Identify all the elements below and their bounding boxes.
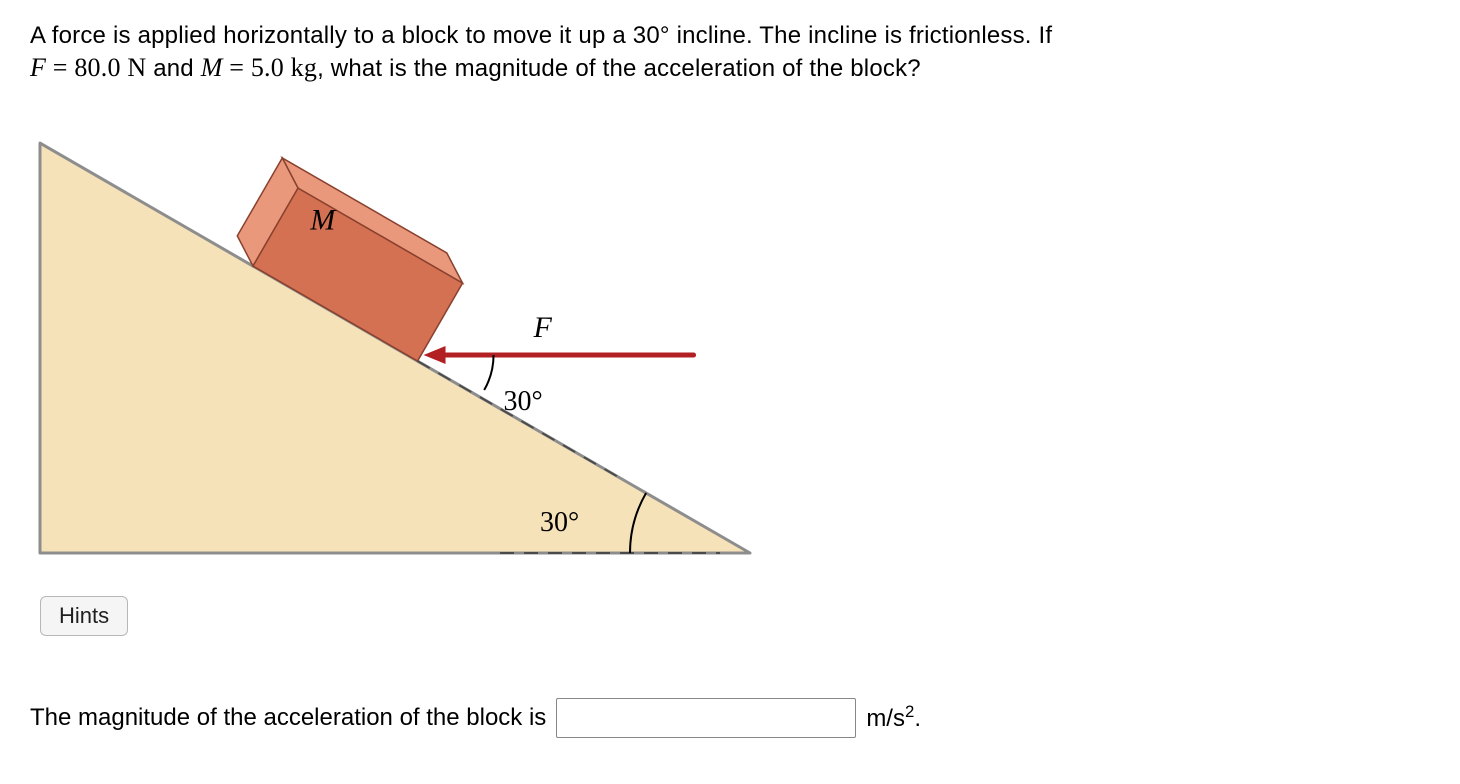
answer-line: The magnitude of the acceleration of the… — [30, 698, 1430, 738]
answer-prompt: The magnitude of the acceleration of the… — [30, 704, 546, 732]
value-M: 5.0 kg — [251, 53, 317, 82]
hints-label: Hints — [59, 603, 109, 628]
answer-unit: m/s2. — [866, 702, 921, 733]
hints-button[interactable]: Hints — [40, 596, 128, 636]
label-angle-upper: 30° — [504, 386, 543, 417]
problem-angle: 30° — [633, 22, 670, 49]
label-M: M — [309, 204, 337, 237]
and-text: and — [146, 55, 200, 82]
acceleration-input[interactable] — [556, 698, 856, 738]
figure-incline: M F 30° 30° — [30, 113, 1430, 578]
problem-statement: A force is applied horizontally to a blo… — [30, 20, 1430, 85]
symbol-F: F — [30, 53, 46, 82]
eq2: = — [223, 53, 251, 82]
label-angle-lower: 30° — [540, 507, 579, 538]
problem-line2-tail: , what is the magnitude of the accelerat… — [317, 55, 921, 82]
problem-line1-mid: incline. The incline is frictionless. If — [670, 22, 1053, 49]
label-F: F — [533, 311, 553, 344]
problem-line1-pre: A force is applied horizontally to a blo… — [30, 22, 633, 49]
symbol-M: M — [201, 53, 223, 82]
eq1: = — [46, 53, 74, 82]
value-F: 80.0 N — [74, 53, 146, 82]
